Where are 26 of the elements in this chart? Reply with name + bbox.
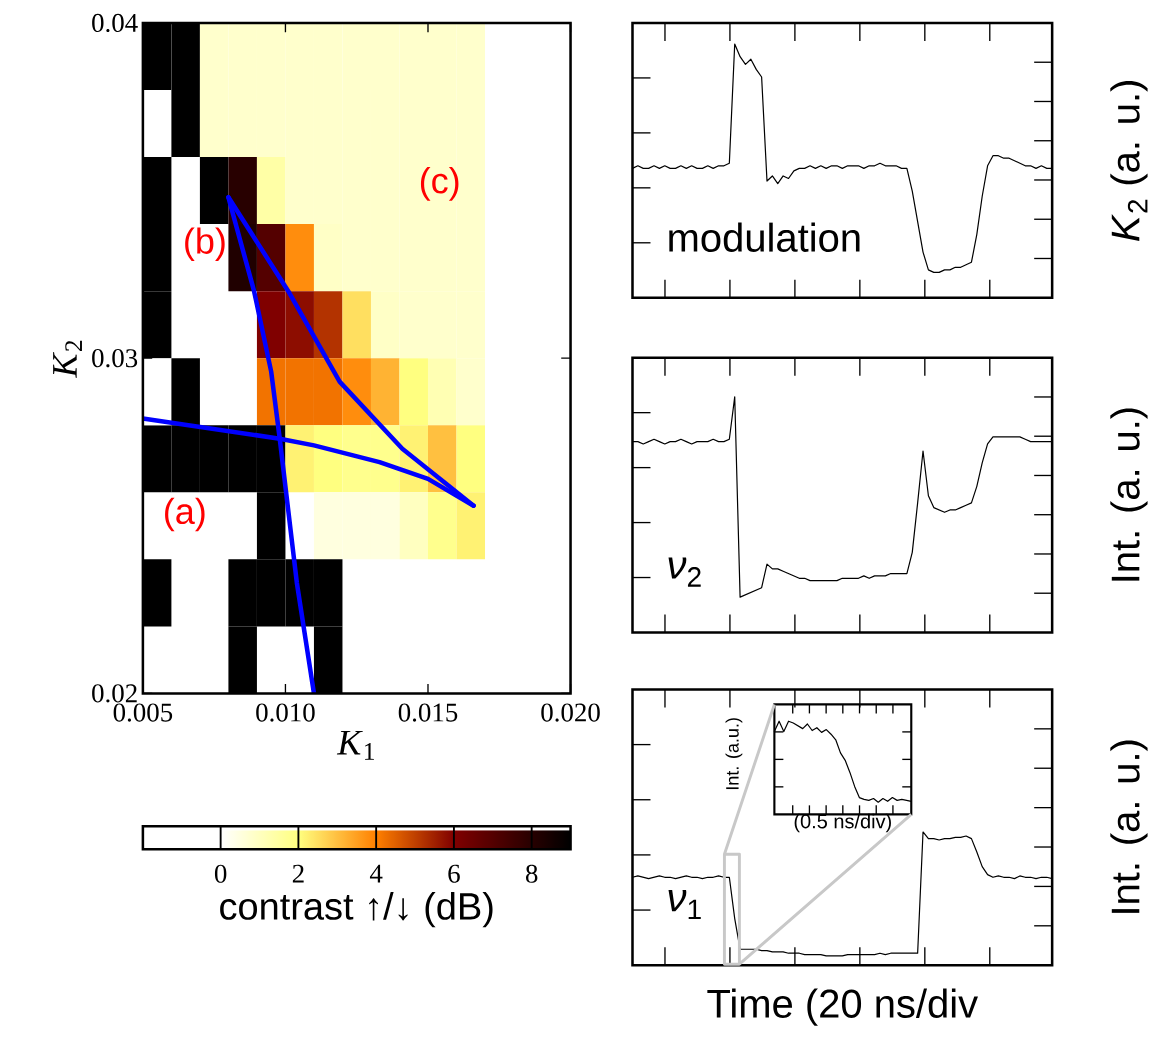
annotation: (c) (420, 167, 459, 201)
color-bar-label: 2 (292, 864, 304, 883)
x-tick-label: 0.015 (398, 703, 458, 722)
x-tick-label: 0.010 (256, 703, 315, 722)
x-axis-title: Time (20 ns/div (707, 988, 978, 1026)
x-tick-label: 0.005 (113, 703, 173, 722)
y-axis-title: K$_{2}$ (a. u.) (1110, 81, 1148, 241)
color-bar-label: 4 (369, 864, 383, 883)
annotation: (a) (165, 497, 205, 532)
annotation: modulation (669, 222, 860, 252)
y-tick-label: 0.03 (92, 348, 138, 368)
color-bar-title: contrast ↑/↓ (dB) (220, 891, 493, 928)
color-bar-label: 8 (525, 864, 538, 883)
x-axis-title: K$_{1}$ (336, 730, 374, 760)
annotation: ν$_{2}$ (668, 557, 701, 587)
y-axis-title: Int. (a. u.) (1110, 408, 1148, 581)
y-axis-title: K$_{2}$ (53, 340, 82, 378)
y-axis-title: Int. (a.u.) (725, 718, 743, 789)
color-bar-label: 0 (214, 864, 227, 883)
color-bar-label: 6 (448, 864, 460, 883)
y-tick-label: 0.02 (92, 684, 137, 703)
annotation: ν$_{1}$ (668, 890, 701, 919)
annotation: (b) (185, 227, 225, 261)
x-tick-label: 0.020 (541, 703, 600, 722)
y-axis-title: Int. (a. u.) (1110, 740, 1148, 913)
y-tick-label: 0.04 (92, 13, 138, 33)
